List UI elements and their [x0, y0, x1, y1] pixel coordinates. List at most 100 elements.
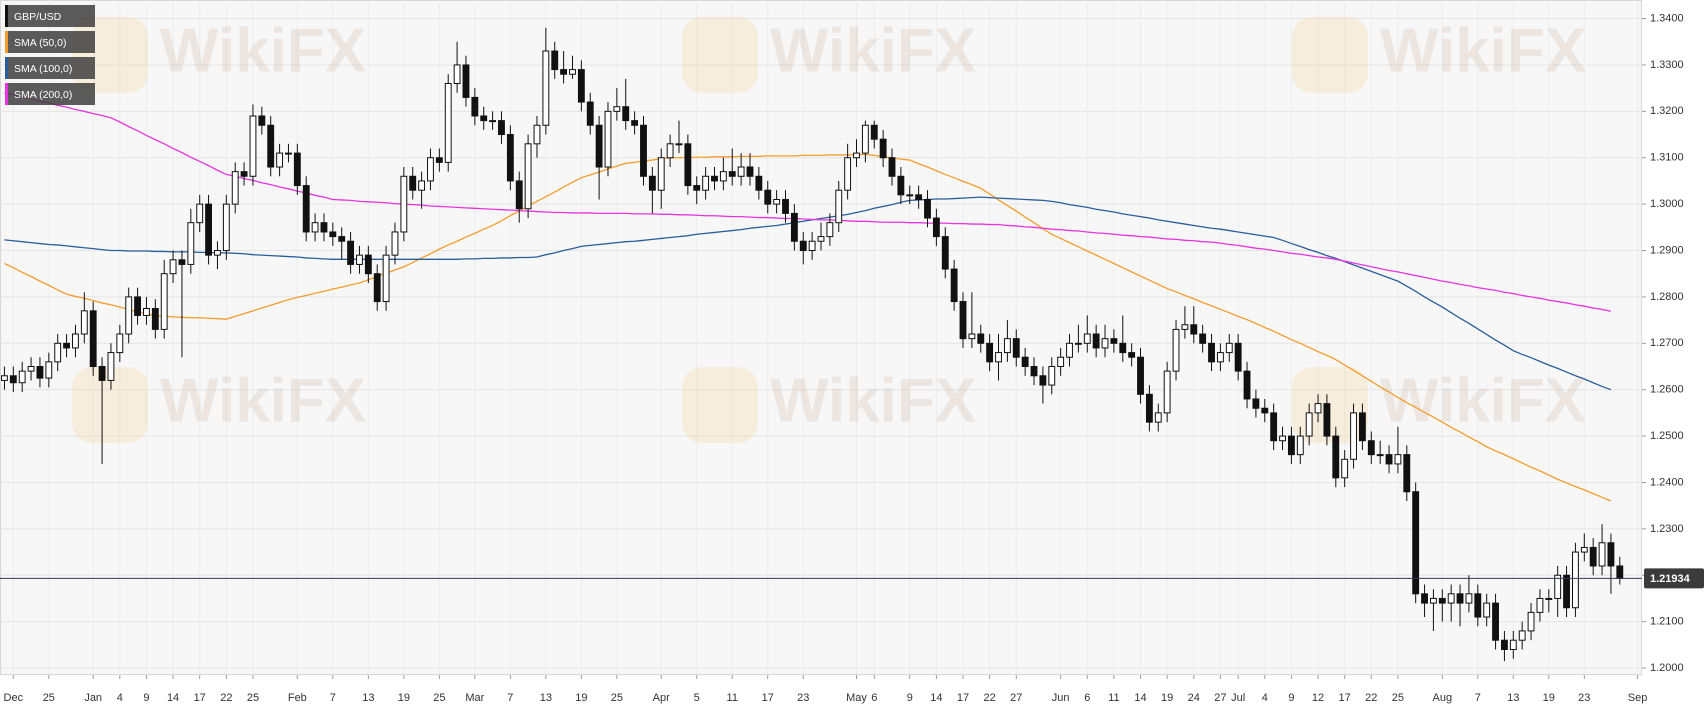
candle-body	[1119, 342, 1127, 354]
candle-body	[160, 273, 168, 330]
candle-body	[622, 106, 630, 122]
candle-body	[844, 157, 852, 191]
y-tick-label: 1.2400	[1650, 476, 1684, 488]
x-tick-label: 25	[247, 692, 259, 704]
candle-body	[693, 185, 701, 191]
legend-swatch	[5, 83, 8, 105]
candle-body	[915, 194, 923, 200]
candle-body	[9, 375, 17, 384]
legend-label: SMA (200,0)	[14, 89, 72, 101]
candle-body	[1385, 454, 1393, 465]
candle-body	[347, 240, 355, 265]
candle-body	[1456, 593, 1464, 604]
candle-body	[222, 203, 230, 252]
watermark: WikiFX	[160, 366, 366, 435]
watermark-logo	[682, 17, 758, 93]
x-tick-label: 9	[907, 692, 913, 704]
candle-body	[702, 175, 710, 191]
candle-body	[1589, 546, 1597, 567]
candle-body	[1012, 338, 1020, 358]
x-tick-label: 25	[1392, 692, 1404, 704]
candle-body	[1483, 602, 1491, 618]
candle-body	[285, 152, 292, 155]
candle-body	[338, 236, 346, 242]
candle-body	[116, 333, 124, 354]
y-tick-label: 1.2900	[1650, 244, 1684, 256]
candle-body	[711, 175, 718, 182]
candle-body	[542, 50, 550, 126]
x-tick-label: Mar	[465, 692, 484, 704]
candle-body	[817, 236, 825, 242]
x-tick-label: 27	[1010, 692, 1022, 704]
candle-body	[799, 240, 807, 252]
legend-box	[5, 5, 95, 27]
x-tick-label: 27	[1214, 692, 1226, 704]
candle-body	[551, 50, 559, 71]
candle-body	[1412, 491, 1420, 595]
candle-body	[1563, 574, 1570, 609]
x-tick-label: 7	[507, 692, 513, 704]
x-tick-label: 17	[957, 692, 969, 704]
candle-body	[27, 365, 35, 372]
candle-body	[506, 134, 514, 182]
candle-body	[1261, 407, 1269, 414]
x-tick-label: 23	[1578, 692, 1590, 704]
candle-body	[267, 124, 275, 168]
candle-body	[941, 236, 949, 270]
y-tick-label: 1.3200	[1650, 105, 1684, 117]
x-tick-label: 17	[762, 692, 774, 704]
candle-body	[178, 259, 186, 265]
candle-body	[746, 166, 754, 177]
candle-body	[1, 375, 8, 381]
x-tick-label: 11	[1108, 692, 1119, 704]
candle-body	[1181, 324, 1189, 330]
candle-body	[1572, 551, 1579, 609]
candle-body	[879, 138, 887, 159]
candle-body	[1438, 597, 1446, 604]
candle-body	[54, 342, 62, 363]
x-tick-label: Jul	[1231, 692, 1245, 704]
candle-body	[435, 157, 443, 163]
candle-body	[1474, 593, 1482, 618]
legend-swatch	[5, 57, 8, 79]
candle-body	[1394, 454, 1402, 465]
candle-body	[1279, 435, 1286, 442]
watermark-logo	[72, 17, 148, 93]
watermark: WikiFX	[160, 16, 366, 85]
candle-body	[1083, 333, 1091, 344]
candle-body	[1598, 542, 1606, 567]
candle-body	[107, 352, 115, 381]
candle-body	[755, 175, 763, 191]
x-tick-label: 14	[930, 692, 942, 704]
axes: 1.20001.21001.22001.23001.24001.25001.26…	[0, 12, 1704, 704]
x-tick-label: 17	[1339, 692, 1351, 704]
candle-body	[1021, 356, 1029, 367]
candle-body	[675, 143, 683, 146]
x-tick-label: 19	[575, 692, 587, 704]
candle-body	[1358, 412, 1366, 442]
candle-body	[613, 106, 621, 112]
legend-label: SMA (100,0)	[14, 63, 72, 75]
candle-body	[169, 259, 177, 275]
candle-body	[977, 333, 985, 344]
x-tick-label: 13	[362, 692, 374, 704]
watermark-logo	[1292, 17, 1368, 93]
candle-body	[1048, 365, 1056, 386]
x-tick-label: 19	[1161, 692, 1173, 704]
y-tick-label: 1.2000	[1650, 662, 1684, 674]
candle-body	[1252, 398, 1260, 409]
y-tick-label: 1.2300	[1650, 523, 1684, 535]
candle-body	[1172, 328, 1180, 372]
candle-body	[63, 342, 70, 349]
candle-body	[1057, 356, 1065, 367]
candle-body	[853, 152, 860, 159]
candle-body	[1492, 602, 1499, 641]
y-tick-label: 1.2500	[1650, 430, 1684, 442]
candle-body	[1554, 574, 1562, 599]
candle-body	[1465, 593, 1473, 604]
legend-label: SMA (50,0)	[14, 37, 67, 49]
candle-body	[36, 365, 44, 379]
candle-body	[364, 254, 372, 275]
candles	[1, 27, 1624, 662]
